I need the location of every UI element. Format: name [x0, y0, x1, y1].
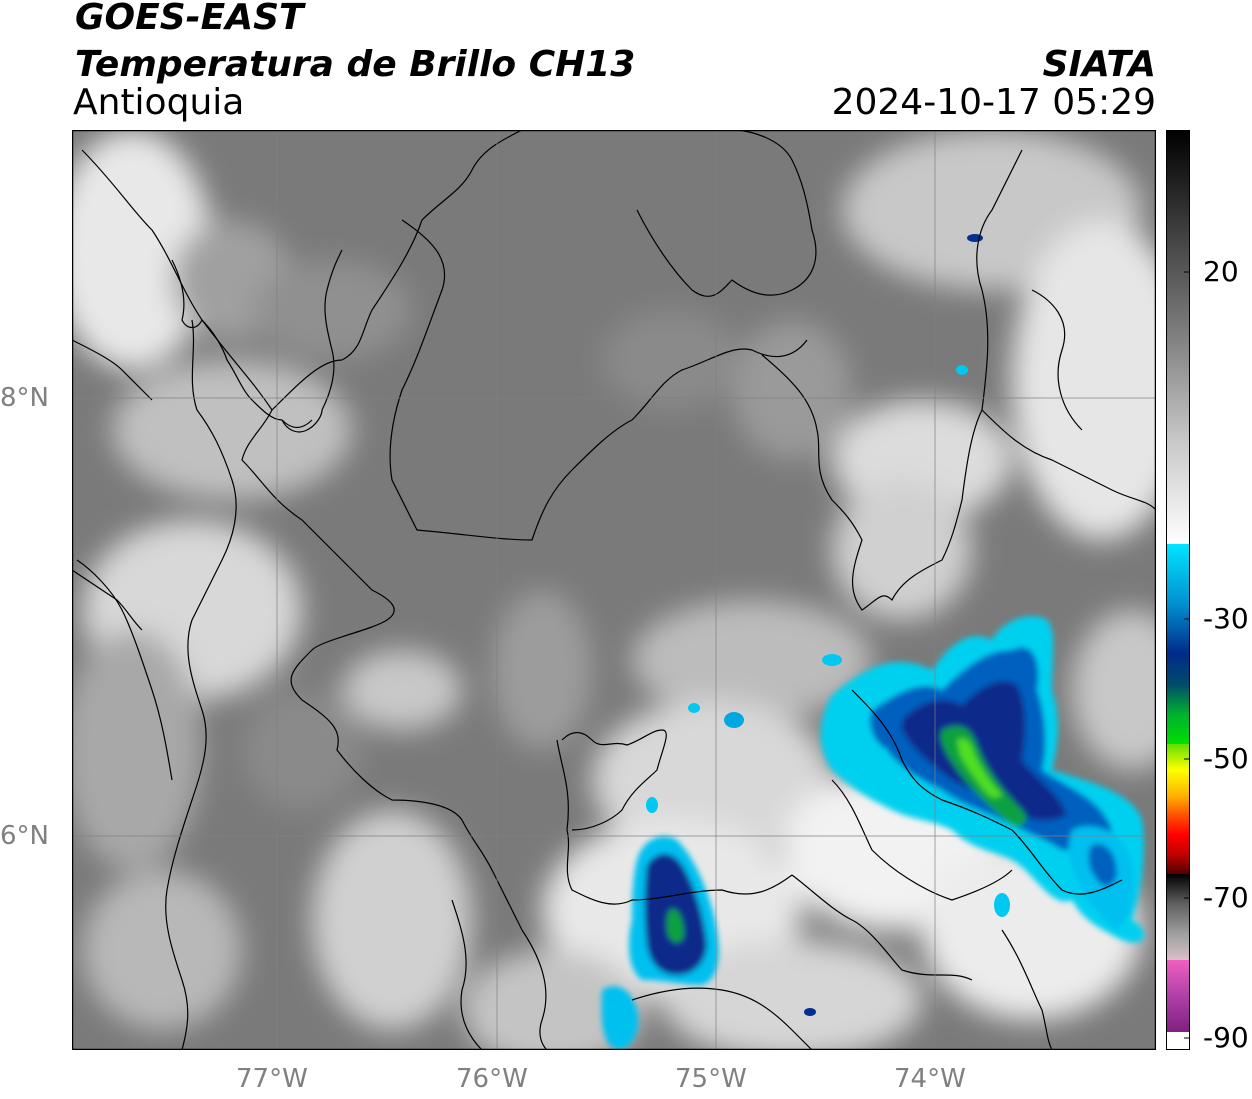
lat-label-8n: 8°N — [0, 383, 49, 413]
agency-title: SIATA — [1042, 44, 1156, 85]
gridlines — [72, 130, 1156, 1050]
region-title: Antioquia — [73, 82, 245, 123]
cloud-field — [72, 130, 1156, 1050]
colorbar-label-minus70: -70 — [1203, 881, 1249, 914]
colorbar-label-minus90: -90 — [1203, 1021, 1249, 1054]
colorbar-label-minus30: -30 — [1203, 602, 1249, 635]
lon-label-75w: 75°W — [675, 1064, 747, 1094]
lat-label-6n: 6°N — [0, 821, 49, 851]
satellite-title: GOES-EAST — [75, 0, 304, 38]
colorbar-label-20: 20 — [1203, 255, 1239, 288]
lon-label-77w: 77°W — [236, 1064, 308, 1094]
satellite-map — [72, 130, 1156, 1050]
colorbar-label-minus50: -50 — [1203, 742, 1249, 775]
map-frame — [72, 130, 1156, 1050]
cold-cloud-tops — [601, 234, 1145, 1050]
boundary-lines — [76, 130, 1156, 1050]
datetime-title: 2024-10-17 05:29 — [831, 82, 1156, 123]
lon-label-76w: 76°W — [456, 1064, 528, 1094]
coastline — [72, 249, 343, 631]
product-title: Temperatura de Brillo CH13 — [75, 44, 636, 85]
lon-label-74w: 74°W — [894, 1064, 966, 1094]
temperature-colorbar — [1166, 130, 1190, 1050]
